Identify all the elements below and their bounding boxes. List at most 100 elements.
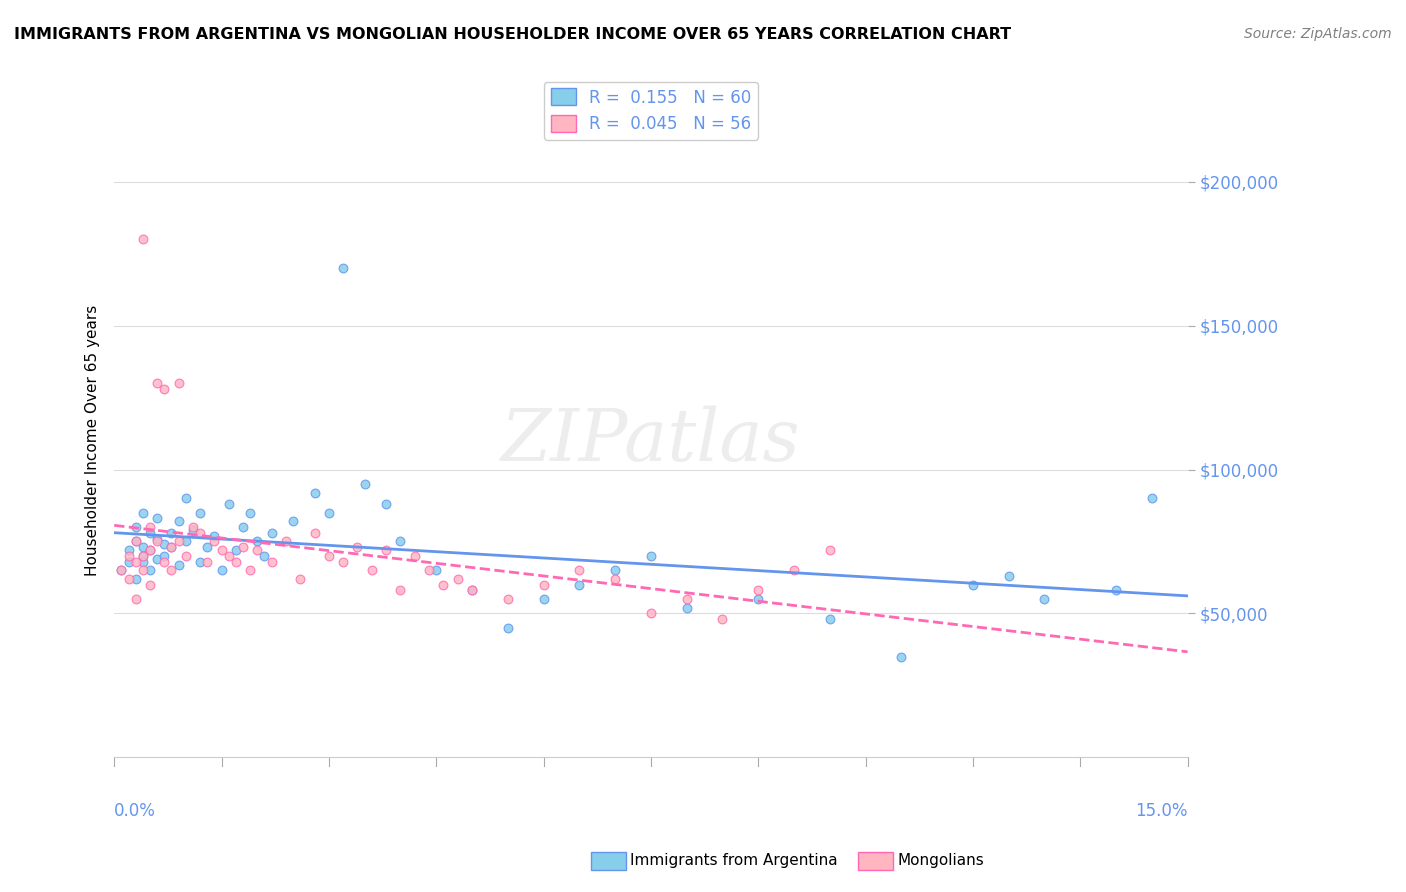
Point <box>640 607 662 621</box>
Y-axis label: Householder Income Over 65 years: Householder Income Over 65 years <box>86 305 100 576</box>
Point <box>167 376 190 391</box>
Point <box>290 572 312 586</box>
Point <box>389 583 412 598</box>
Point <box>260 555 283 569</box>
Point <box>375 497 398 511</box>
Point <box>202 534 225 549</box>
Point <box>160 563 183 577</box>
Point <box>117 572 139 586</box>
Point <box>375 543 398 558</box>
Point <box>132 555 155 569</box>
Point <box>253 549 276 563</box>
Point <box>153 549 176 563</box>
Text: Mongolians: Mongolians <box>897 854 984 868</box>
Point <box>153 555 176 569</box>
Point <box>304 525 326 540</box>
Point <box>603 572 626 586</box>
Point <box>389 534 412 549</box>
Legend: R =  0.155   N = 60, R =  0.045   N = 56: R = 0.155 N = 60, R = 0.045 N = 56 <box>544 82 758 140</box>
Point <box>890 649 912 664</box>
Point <box>188 525 211 540</box>
Point <box>533 592 555 607</box>
Point <box>496 621 519 635</box>
Point <box>404 549 426 563</box>
Point <box>139 577 162 591</box>
Point <box>132 506 155 520</box>
Point <box>425 563 447 577</box>
Point <box>211 543 233 558</box>
Point <box>139 563 162 577</box>
Point <box>174 534 197 549</box>
Point <box>568 563 591 577</box>
Point <box>146 532 169 546</box>
Point <box>124 534 146 549</box>
Point <box>160 541 183 555</box>
Point <box>146 511 169 525</box>
Point <box>124 592 146 607</box>
Point <box>640 549 662 563</box>
Point <box>139 543 162 558</box>
Point <box>962 577 984 591</box>
Point <box>188 506 211 520</box>
Point <box>160 525 183 540</box>
Point <box>747 592 769 607</box>
Point <box>188 555 211 569</box>
Point <box>153 537 176 551</box>
Point <box>139 520 162 534</box>
Point <box>318 549 340 563</box>
Point <box>117 543 139 558</box>
Point <box>202 529 225 543</box>
Point <box>195 541 218 555</box>
Point <box>447 572 470 586</box>
Point <box>232 520 254 534</box>
Point <box>246 534 269 549</box>
Point <box>603 563 626 577</box>
Point <box>246 543 269 558</box>
Point <box>711 612 734 626</box>
Text: Immigrants from Argentina: Immigrants from Argentina <box>630 854 838 868</box>
Text: Source: ZipAtlas.com: Source: ZipAtlas.com <box>1244 27 1392 41</box>
Text: ZIPatlas: ZIPatlas <box>501 406 800 476</box>
Point <box>139 543 162 558</box>
Point <box>218 549 240 563</box>
Point <box>225 555 247 569</box>
Point <box>1033 592 1056 607</box>
Point <box>318 506 340 520</box>
Point <box>146 376 169 391</box>
Point <box>675 592 697 607</box>
Point <box>783 563 806 577</box>
Point <box>818 612 841 626</box>
Point <box>461 583 484 598</box>
Point <box>304 485 326 500</box>
Point <box>360 563 382 577</box>
Point <box>1105 583 1128 598</box>
Point <box>239 563 262 577</box>
Point <box>132 549 155 563</box>
Point <box>132 541 155 555</box>
Point <box>195 555 218 569</box>
Point <box>533 577 555 591</box>
Point <box>675 600 697 615</box>
Point <box>432 577 454 591</box>
Point <box>174 549 197 563</box>
Point <box>418 563 440 577</box>
Point <box>167 514 190 528</box>
Point <box>117 549 139 563</box>
Point <box>496 592 519 607</box>
Point <box>124 520 146 534</box>
Point <box>232 541 254 555</box>
Point <box>167 534 190 549</box>
Point <box>332 260 354 275</box>
Point <box>160 541 183 555</box>
Point <box>461 583 484 598</box>
Point <box>139 525 162 540</box>
Point <box>124 555 146 569</box>
Point <box>132 563 155 577</box>
Point <box>353 477 375 491</box>
Point <box>146 534 169 549</box>
Point <box>211 563 233 577</box>
Point <box>132 549 155 563</box>
Point <box>818 543 841 558</box>
Text: 15.0%: 15.0% <box>1135 802 1188 820</box>
Point <box>997 569 1019 583</box>
